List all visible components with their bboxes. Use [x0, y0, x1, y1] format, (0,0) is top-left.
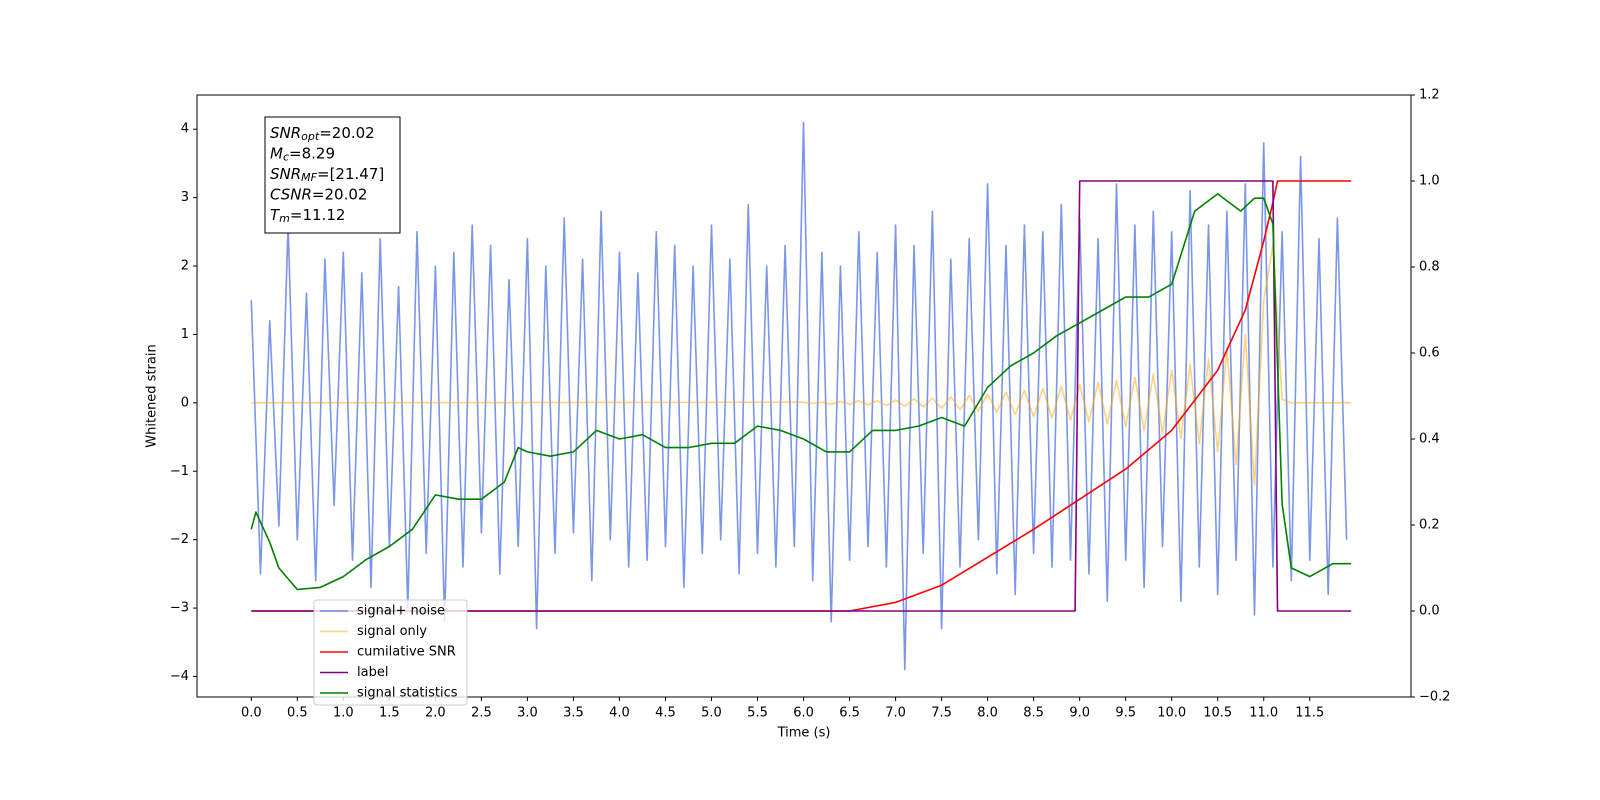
x-tick-label: 7.5	[931, 706, 952, 721]
annotation-value: =8.29	[289, 144, 335, 162]
x-tick-label: 9.5	[1115, 706, 1136, 721]
x-tick-label: 5.0	[701, 706, 722, 721]
annotation-symbol: SNR	[270, 165, 301, 183]
y-tick-label: 0	[181, 395, 189, 410]
series-line	[251, 180, 1352, 612]
x-axis-label: Time (s)	[777, 726, 831, 741]
x-tick-label: 8.5	[1023, 706, 1044, 721]
annotation-value: =20.02	[319, 124, 375, 142]
y-tick-label: −1	[170, 464, 189, 479]
x-tick-label: 8.0	[977, 706, 998, 721]
x-tick-label: 11.0	[1249, 706, 1278, 721]
x-tick-label: 7.0	[885, 706, 906, 721]
annotation-line: SNRopt=20.02	[270, 124, 375, 144]
y2-tick-label: 0.2	[1419, 518, 1440, 533]
x-tick-label: 0.0	[241, 706, 262, 721]
y-tick-label: −3	[170, 601, 189, 616]
y2-tick-label: −0.2	[1419, 690, 1451, 705]
x-tick-label: 2.5	[471, 706, 492, 721]
plot-frame	[196, 94, 1412, 698]
series-line	[250, 121, 1348, 671]
x-tick-label: 5.5	[747, 706, 768, 721]
y2-tick-label: 0.8	[1419, 260, 1440, 275]
y-tick-label: 2	[181, 259, 189, 274]
annotation-symbol: T	[270, 206, 281, 224]
x-tick-label: 3.5	[563, 706, 584, 721]
annotation-value: =11.12	[290, 206, 346, 224]
x-tick-label: 0.5	[287, 706, 308, 721]
annotation-value: =[21.47]	[317, 165, 384, 183]
x-tick-label: 10.0	[1157, 706, 1186, 721]
series-line	[251, 244, 1352, 486]
annotation-symbol: M	[270, 144, 283, 162]
y2-tick-label: 1.0	[1419, 174, 1440, 189]
y-axis-label: Whitened strain	[145, 344, 160, 447]
annotation-value: =20.02	[312, 185, 368, 203]
annotation-line: Mc=8.29	[270, 144, 335, 164]
x-tick-label: 6.0	[793, 706, 814, 721]
x-tick-label: 4.5	[655, 706, 676, 721]
x-tick-label: 6.5	[839, 706, 860, 721]
annotation-subscript: m	[279, 212, 290, 225]
annotation-subscript: opt	[301, 130, 320, 143]
legend-label: signal only	[357, 624, 427, 639]
annotation-line: SNRMF=[21.47]	[270, 165, 384, 185]
y-tick-label: −4	[170, 669, 189, 684]
y-tick-label: −2	[170, 532, 189, 547]
y-tick-label: 4	[181, 122, 189, 137]
x-tick-label: 1.5	[379, 706, 400, 721]
legend-label: label	[357, 665, 388, 680]
annotation-symbol: CSNR	[270, 185, 312, 203]
legend-label: cumilative SNR	[357, 645, 456, 660]
y-tick-label: 3	[181, 190, 189, 205]
x-tick-label: 4.0	[609, 706, 630, 721]
annotation-subscript: c	[283, 151, 289, 164]
y2-tick-label: 0.6	[1419, 346, 1440, 361]
x-tick-label: 3.0	[517, 706, 538, 721]
annotation-line: Tm=11.12	[270, 206, 345, 226]
x-tick-label: 1.0	[333, 706, 354, 721]
annotation-subscript: MF	[301, 171, 317, 184]
x-tick-label: 10.5	[1203, 706, 1232, 721]
annotation-box	[264, 116, 401, 234]
x-tick-label: 11.5	[1295, 706, 1324, 721]
series-line	[250, 193, 1352, 591]
annotation-line: CSNR=20.02	[270, 185, 367, 203]
legend-label: signal statistics	[357, 686, 458, 701]
legend-box	[313, 599, 468, 706]
y2-tick-label: 0.4	[1419, 432, 1440, 447]
x-tick-label: 2.0	[425, 706, 446, 721]
y2-tick-label: 0.0	[1419, 604, 1440, 619]
y2-tick-label: 1.2	[1419, 88, 1440, 103]
legend-label: signal+ noise	[357, 604, 445, 619]
x-tick-label: 9.0	[1069, 706, 1090, 721]
annotation-symbol: SNR	[270, 124, 301, 142]
y-tick-label: 1	[181, 327, 189, 342]
